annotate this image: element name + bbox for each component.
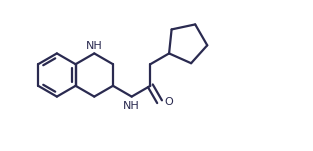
Text: NH: NH (86, 42, 103, 51)
Text: NH: NH (123, 101, 140, 111)
Text: O: O (164, 97, 173, 107)
